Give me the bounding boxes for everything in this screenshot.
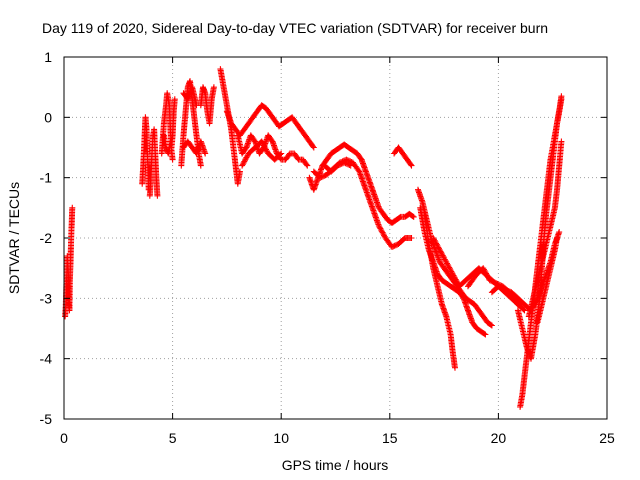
x-tick-label: 5: [169, 430, 177, 446]
chart-title: Day 119 of 2020, Sidereal Day-to-day VTE…: [42, 20, 548, 36]
data-point-cluster: [525, 138, 565, 320]
data-point-cluster: [139, 114, 152, 193]
x-axis-label: GPS time / hours: [282, 457, 389, 473]
y-tick-label: 1: [44, 49, 52, 65]
data-point-cluster: [146, 126, 161, 199]
y-axis-label: SDTVAR / TECUs: [6, 182, 22, 294]
y-tick-label: -2: [40, 230, 53, 246]
data-point-cluster: [160, 132, 176, 163]
data-point-cluster: [391, 144, 415, 169]
data-point-cluster: [321, 159, 354, 175]
x-tick-label: 10: [273, 430, 289, 446]
axis-ticks: 0 5 10 15 20 25 -5 -4 -3 -2 -1 0 1: [40, 49, 615, 446]
y-tick-label: 0: [44, 109, 52, 125]
x-tick-label: 25: [599, 430, 615, 446]
data-points: [62, 66, 565, 410]
x-tick-label: 15: [382, 430, 398, 446]
data-point-cluster: [306, 141, 417, 226]
data-point-cluster: [197, 84, 217, 127]
x-tick-label: 0: [60, 430, 68, 446]
data-point-cluster: [62, 204, 76, 320]
y-tick-label: -1: [40, 170, 53, 186]
data-point-cluster: [217, 66, 243, 187]
data-point-cluster: [415, 186, 495, 329]
y-tick-label: -4: [40, 351, 53, 367]
data-point-cluster: [180, 138, 209, 157]
data-point-cluster: [534, 235, 560, 326]
y-tick-label: -5: [40, 411, 53, 427]
data-point-cluster: [421, 210, 458, 371]
data-point-cluster: [234, 132, 311, 169]
data-point-cluster: [158, 90, 178, 157]
x-tick-label: 20: [491, 430, 507, 446]
data-point-cluster: [223, 102, 317, 151]
data-point-cluster: [239, 138, 285, 169]
data-point-cluster: [180, 84, 200, 109]
y-tick-label: -3: [40, 290, 53, 306]
